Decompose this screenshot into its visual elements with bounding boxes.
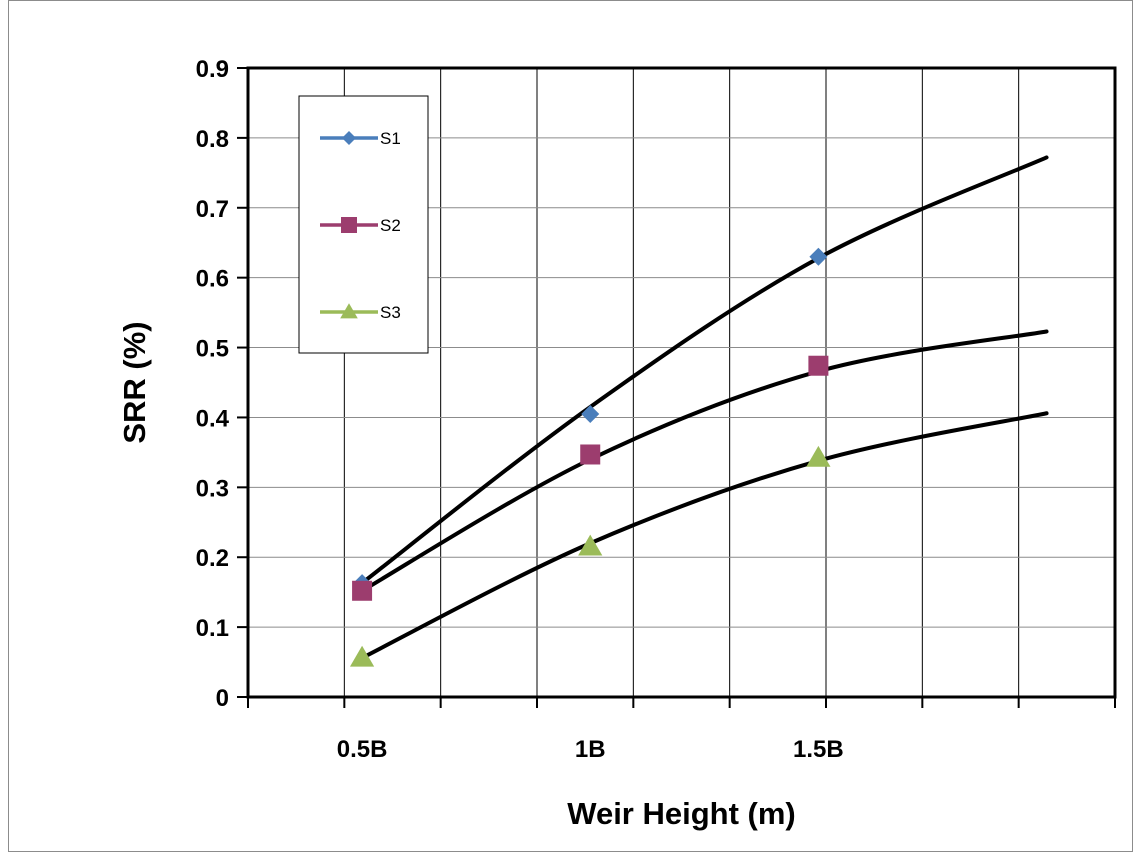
legend-marker-s1 [342, 131, 356, 145]
plot-area-border [246, 66, 1117, 699]
y-axis-title: SRR (%) [117, 321, 152, 443]
y-tick-label: 0.7 [196, 196, 229, 223]
y-tick-label: 0.8 [196, 126, 229, 153]
x-axis-title: Weir Height (m) [567, 796, 796, 831]
y-tick-label: 0.6 [196, 266, 229, 293]
legend-label-s1: S1 [380, 129, 401, 148]
data-point-s1 [581, 404, 600, 423]
data-point-s2 [352, 580, 373, 601]
data-point-s2 [808, 355, 829, 376]
y-tick-label: 0 [216, 685, 229, 712]
axis-ticks [237, 67, 1116, 708]
x-tick-label: 1.5B [793, 736, 844, 763]
x-tick-label: 1B [575, 736, 606, 763]
y-tick-label: 0.5 [196, 336, 229, 363]
legend-marker-s2 [341, 217, 357, 233]
x-tick-labels: 0.5B 1B 1.5B [337, 736, 844, 763]
trendline-s3 [360, 411, 1049, 660]
legend-label-s2: S2 [380, 216, 401, 235]
y-tick-labels: 0 0.1 0.2 0.3 0.4 0.5 0.6 0.7 0.8 0.9 [196, 56, 230, 712]
data-point-s3 [578, 534, 603, 556]
data-point-s1 [809, 247, 828, 266]
y-tick-label: 0.4 [196, 405, 230, 432]
data-point-s2 [580, 444, 601, 465]
legend-marker-s3 [340, 303, 358, 319]
y-tick-label: 0.9 [196, 56, 229, 83]
data-markers [349, 247, 831, 667]
y-tick-label: 0.1 [196, 615, 229, 642]
trendline-s2 [360, 329, 1049, 593]
trendline-s1 [360, 155, 1049, 586]
x-tick-label: 0.5B [337, 736, 388, 763]
y-tick-label: 0.2 [196, 545, 229, 572]
data-point-s3 [349, 645, 375, 667]
legend-label-s3: S3 [380, 303, 401, 322]
chart-frame [8, 0, 1133, 852]
legend: S1 S2 S3 [298, 95, 429, 354]
trendlines [360, 155, 1049, 660]
data-point-s3 [806, 445, 831, 467]
y-tick-label: 0.3 [196, 475, 229, 502]
